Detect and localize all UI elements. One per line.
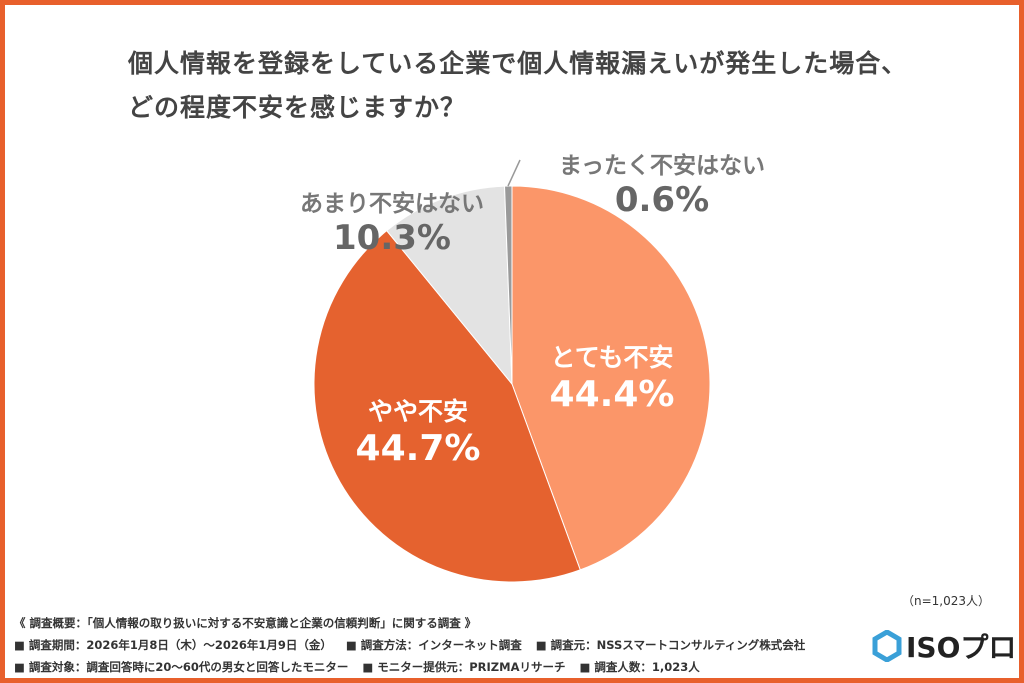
label-slice-2: あまり不安はない 10.3% bbox=[300, 191, 484, 258]
chart-title: 個人情報を登録をしている企業で個人情報漏えいが発生した場合、 どの程度不安を感じ… bbox=[128, 42, 907, 130]
label-slice-1: やや不安 44.7% bbox=[355, 397, 481, 469]
pie-slice-0 bbox=[511, 185, 711, 571]
footer-item: ■ 調査方法：インターネット調査 bbox=[345, 638, 522, 652]
leader-line bbox=[507, 159, 521, 187]
footer-title: 《 調査概要：「個人情報の取り扱いに対する不安意識と企業の信頼判断」に関する調査… bbox=[14, 616, 477, 630]
title-line-2: どの程度不安を感じますか？ bbox=[128, 93, 467, 122]
footer-item: ■ 調査人数：1,023人 bbox=[579, 660, 700, 674]
pie-slice-1 bbox=[313, 229, 581, 583]
label-slice-3: まったく不安はない 0.6% bbox=[558, 153, 766, 220]
hexagon-logo-icon bbox=[872, 630, 902, 662]
title-line-1: 個人情報を登録をしている企業で個人情報漏えいが発生した場合、 bbox=[128, 49, 908, 78]
sample-size: （n=1,023人） bbox=[901, 594, 990, 608]
footer-item: ■ 調査対象：調査回答時に20～60代の男女と回答したモニター bbox=[14, 660, 349, 674]
logo: ISOプロ bbox=[872, 626, 1016, 666]
footer: 《 調査概要：「個人情報の取り扱いに対する不安意識と企業の信頼判断」に関する調査… bbox=[14, 612, 819, 678]
footer-item: ■ 調査元：NSSスマートコンサルティング株式会社 bbox=[535, 638, 806, 652]
label-slice-0: とても不安 44.4% bbox=[549, 343, 675, 415]
footer-item: ■ モニター提供元：PRIZMAリサーチ bbox=[362, 660, 566, 674]
pie-slice-2 bbox=[386, 185, 513, 386]
footer-item: ■ 調査期間：2026年1月8日（木）～2026年1月9日（金） bbox=[14, 638, 332, 652]
